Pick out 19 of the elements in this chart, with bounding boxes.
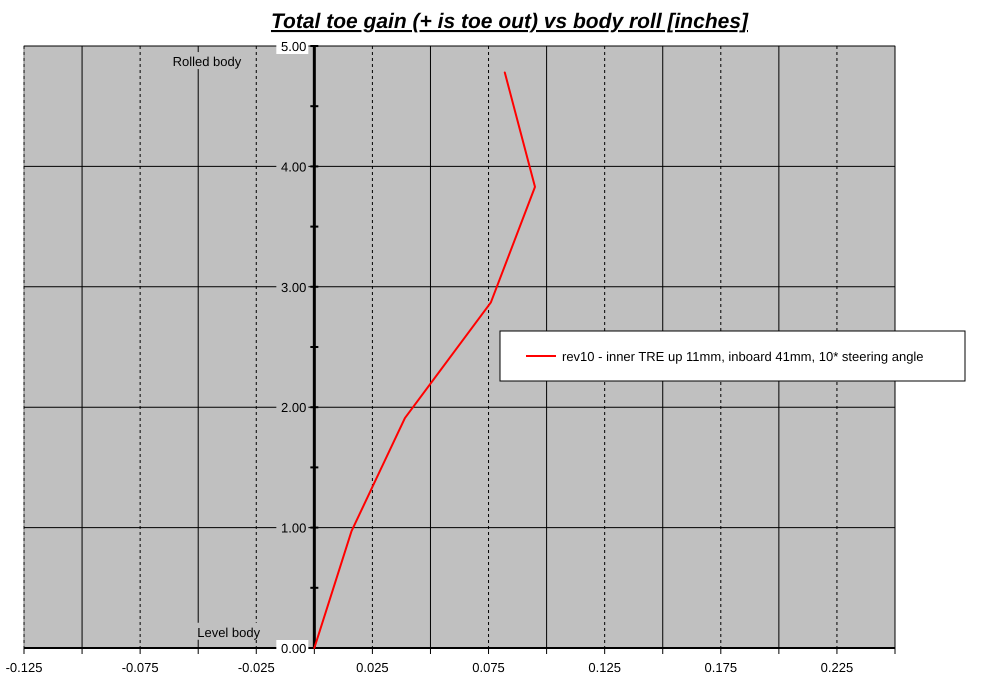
- annotation: Rolled body: [172, 54, 242, 70]
- y-tick-label: 3.00: [281, 280, 306, 295]
- x-tick-label: 0.075: [472, 660, 505, 675]
- x-tick-label: 0.025: [356, 660, 389, 675]
- x-tick-label: 0.225: [820, 660, 854, 675]
- x-tick-label: -0.075: [122, 660, 159, 675]
- x-tick-label: 0.125: [588, 660, 621, 675]
- chart-title: Total toe gain (+ is toe out) vs body roll [inches]: [270, 10, 750, 33]
- y-tick-label: 0.00: [281, 641, 306, 656]
- line-series: [313, 71, 536, 649]
- y-tick-label: 1.00: [281, 520, 306, 536]
- x-tick-label: -0.025: [238, 660, 275, 675]
- y-tick-label: 4.00: [281, 159, 306, 174]
- y-tick-label: 5.00: [281, 39, 306, 54]
- legend-label: rev10 - inner TRE up 11mm, inboard 41mm, 10* steering angle: [562, 349, 924, 364]
- y-tick-label: 2.00: [281, 400, 306, 416]
- x-tick-label: -0.125: [6, 660, 42, 675]
- x-tick-label: 0.175: [704, 660, 738, 675]
- annotation: Level body: [197, 624, 261, 640]
